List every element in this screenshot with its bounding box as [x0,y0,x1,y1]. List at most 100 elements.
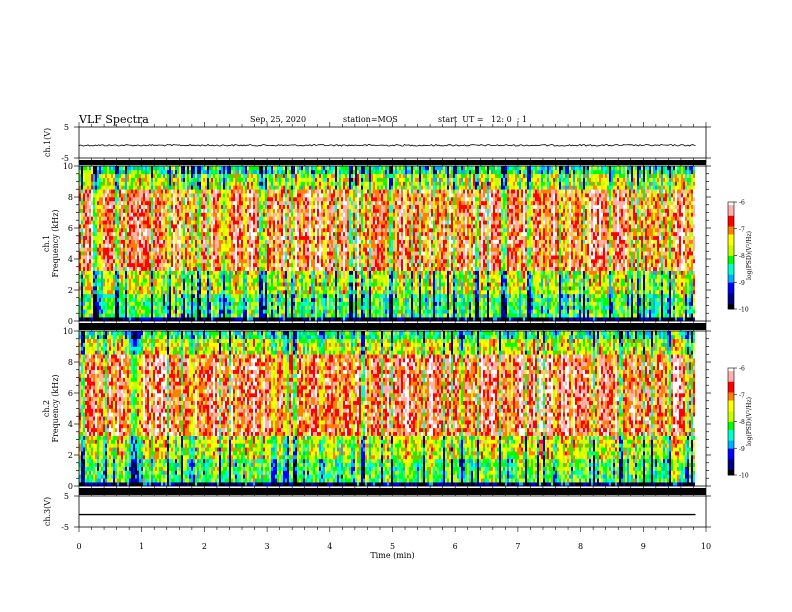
spectrogram-cell [301,193,303,197]
spectrogram-cell [83,286,85,290]
spectrogram-cell [235,174,237,178]
spectrogram-cell [81,267,83,271]
spectrogram-cell [299,213,301,217]
spectrogram-cell [135,224,137,228]
spectrogram-cell [93,201,95,205]
spectrogram-cell [139,306,141,310]
spectrogram-cell [119,255,121,259]
spectrogram-cell [97,189,99,193]
spectrogram-cell [299,271,301,275]
spectrogram-cell [137,182,139,186]
spectrogram-cell [123,201,125,205]
spectrogram-cell [91,251,93,255]
spectrogram-cell [273,228,275,232]
spectrogram-cell [263,313,265,317]
spectrogram-cell [251,197,253,201]
spectrogram-cell [129,255,131,259]
spectrogram-cell [173,247,175,251]
spectrogram-cell [269,282,271,286]
spectrogram-cell [115,309,117,313]
spectrogram-cell [117,240,119,244]
spectrogram-cell [171,282,173,286]
spectrogram-cell [293,232,295,236]
spectrogram-cell [261,178,263,182]
spectrogram-cell [287,170,289,174]
spectrogram-cell [307,251,309,255]
spectrogram-cell [255,224,257,228]
spectrogram-cell [281,306,283,310]
spectrogram-cell [197,298,199,302]
spectrogram-cell [127,263,129,267]
spectrogram-cell [121,185,123,189]
spectrogram-cell [265,309,267,313]
spectrogram-cell [195,170,197,174]
spectrogram-cell [239,290,241,294]
spectrogram-cell [213,182,215,186]
spectrogram-cell [295,306,297,310]
spectrogram-cell [255,205,257,209]
spectrogram-cell [129,189,131,193]
spectrogram-cell [121,205,123,209]
spectrogram-cell [225,197,227,201]
spectrogram-cell [301,298,303,302]
spectrogram-cell [87,232,89,236]
spectrogram-cell [289,236,291,240]
spectrogram-cell [89,205,91,209]
spectrogram-cell [303,220,305,224]
spectrogram-cell [95,170,97,174]
spectrogram-cell [193,224,195,228]
spectrogram-cell [135,236,137,240]
spectrogram-cell [193,174,195,178]
spectrogram-cell [135,209,137,213]
spectrogram-cell [125,216,127,220]
spectrogram-cell [307,290,309,294]
spectrogram-cell [179,255,181,259]
spectrogram-cell [165,224,167,228]
spectrogram-cell [243,247,245,251]
spectrogram-cell [173,193,175,197]
spectrogram-cell [261,240,263,244]
spectrogram-cell [139,244,141,248]
spectrogram-cell [273,182,275,186]
spectrogram-cell [275,166,277,170]
spectrogram-cell [153,251,155,255]
spectrogram-cell [263,251,265,255]
spectrogram-cell [179,185,181,189]
spectrogram-cell [273,271,275,275]
spectrogram-cell [147,294,149,298]
spectrogram-cell [125,282,127,286]
spectrogram-cell [95,213,97,217]
spectrogram-cell [167,271,169,275]
spectrogram-cell [283,185,285,189]
spectrogram-cell [141,182,143,186]
spectrogram-cell [91,313,93,317]
spectrogram-cell [119,286,121,290]
spectrogram-cell [319,213,321,217]
spectrogram-cell [99,220,101,224]
spectrogram-cell [233,220,235,224]
spectrogram-cell [111,170,113,174]
spectrogram-cell [197,263,199,267]
spectrogram-cell [195,294,197,298]
spectrogram-cell [243,282,245,286]
spectrogram-cell [201,282,203,286]
spectrogram-cell [305,255,307,259]
spectrogram-cell [293,275,295,279]
spectrogram-cell [279,193,281,197]
spectrogram-cell [297,240,299,244]
spectrogram-cell [149,306,151,310]
spectrogram-cell [179,271,181,275]
spectrogram-cell [219,201,221,205]
spectrogram-cell [301,263,303,267]
spectrogram-cell [203,228,205,232]
spectrogram-cell [317,209,319,213]
spectrogram-cell [111,182,113,186]
spectrogram-cell [107,170,109,174]
spectrogram-cell [103,298,105,302]
spectrogram-cell [253,185,255,189]
spectrogram-cell [279,240,281,244]
spectrogram-cell [267,313,269,317]
spectrogram-cell [281,209,283,213]
spectrogram-cell [143,271,145,275]
spectrogram-cell [97,255,99,259]
